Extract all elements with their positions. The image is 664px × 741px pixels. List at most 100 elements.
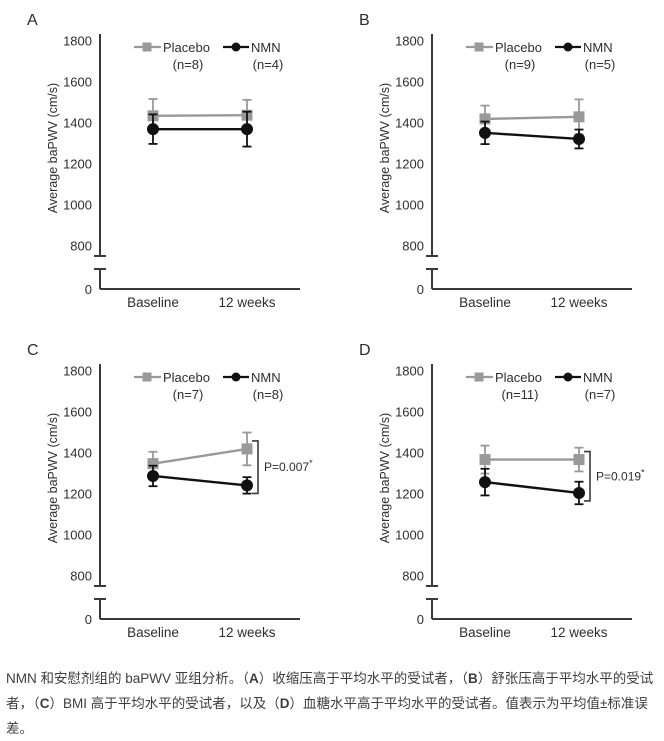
panel-letter: A <box>27 12 38 29</box>
series-line <box>152 114 248 118</box>
legend-n-label: (n=9) <box>505 57 536 72</box>
legend-n-label: (n=4) <box>253 57 284 72</box>
legend-circle-marker <box>563 42 573 52</box>
y-tick-label: 1000 <box>63 198 92 213</box>
nmn-marker <box>479 126 491 139</box>
panel-letter: C <box>27 342 39 359</box>
y-zero-label: 0 <box>417 282 424 297</box>
panel-c-chart: C 1800 1600 1400 1200 1000 800 0 Average baPWV (… <box>27 342 313 640</box>
x-tick-label: Baseline <box>459 295 511 310</box>
placebo-marker <box>479 113 491 125</box>
panel-letter: B <box>359 12 370 29</box>
y-zero-label: 0 <box>85 282 92 297</box>
legend-label: Placebo <box>163 370 210 385</box>
y-tick-label: 1200 <box>395 157 424 172</box>
y-tick-label: 1800 <box>63 34 92 49</box>
y-tick-label: 1600 <box>395 405 424 420</box>
y-tick-label: 1800 <box>63 364 92 379</box>
placebo-marker <box>479 454 491 466</box>
series-placebo <box>147 98 253 134</box>
placebo-marker <box>241 443 253 455</box>
series-placebo <box>147 431 253 477</box>
caption-text: NMN 和安慰剂组的 baPWV 亚组分析。（ <box>6 671 250 686</box>
series-line <box>484 115 580 121</box>
y-tick-label: 1600 <box>63 75 92 90</box>
legend-square-marker <box>142 372 152 382</box>
y-tick-label: 1200 <box>63 157 92 172</box>
y-tick-label: 800 <box>402 569 424 584</box>
legend-label: NMN <box>251 370 281 385</box>
y-tick-label: 1400 <box>63 116 92 131</box>
x-tick-label: Baseline <box>459 625 511 640</box>
series-nmn <box>147 464 253 495</box>
legend-n-label: (n=8) <box>173 57 204 72</box>
y-axis-title: Average baPWV (cm/s) <box>46 413 60 543</box>
legend-square-marker <box>474 42 484 52</box>
x-tick-label: 12 weeks <box>550 295 607 310</box>
nmn-marker <box>479 476 491 489</box>
nmn-marker <box>241 123 253 136</box>
x-tick-label: Baseline <box>127 625 179 640</box>
x-tick-label: 12 weeks <box>218 295 275 310</box>
legend-n-label: (n=8) <box>253 387 284 402</box>
legend-label: NMN <box>583 370 613 385</box>
panels-grid: A 1800 1600 1400 1200 1000 800 0 Average baPWV (… <box>0 0 664 660</box>
p-value-bracket <box>584 450 591 502</box>
p-value-label: P=0.019* <box>596 467 645 483</box>
p-value-label: P=0.007* <box>264 458 313 474</box>
series-line <box>484 131 580 141</box>
panel-a-chart: A 1800 1600 1400 1200 1000 800 0 Average baPWV (… <box>27 12 300 310</box>
y-axis-title: Average baPWV (cm/s) <box>378 83 392 213</box>
y-tick-label: 1600 <box>395 75 424 90</box>
series-line <box>152 447 248 465</box>
y-tick-label: 1400 <box>395 116 424 131</box>
placebo-marker <box>573 454 585 466</box>
legend-label: Placebo <box>495 40 542 55</box>
y-axis-title: Average baPWV (cm/s) <box>46 83 60 213</box>
caption-panel-ref: B <box>468 671 478 686</box>
nmn-marker <box>241 479 253 492</box>
panel-letter: D <box>359 342 371 359</box>
placebo-marker <box>573 111 585 123</box>
nmn-marker <box>573 132 585 145</box>
y-tick-label: 1400 <box>63 446 92 461</box>
caption-text: ）舒张压高于平均水平的受试者，（ <box>6 671 654 711</box>
legend-n-label: (n=7) <box>585 387 616 402</box>
x-tick-label: 12 weeks <box>218 625 275 640</box>
panel-b: B 1800 1600 1400 1200 1000 800 0 Average baPWV (… <box>332 0 664 330</box>
series-line <box>484 480 580 495</box>
p-value-bracket <box>252 440 259 495</box>
caption-text: ）BMI 高于平均水平的受试者，以及（ <box>49 696 280 711</box>
legend-square-marker <box>474 372 484 382</box>
panel-d: D 1800 1600 1400 1200 1000 800 0 Average baPWV (… <box>332 330 664 660</box>
series-placebo <box>479 98 585 136</box>
y-tick-label: 1400 <box>395 446 424 461</box>
nmn-marker <box>147 123 159 136</box>
y-tick-label: 1200 <box>63 487 92 502</box>
caption-panel-ref: D <box>279 696 290 711</box>
panel-a: A 1800 1600 1400 1200 1000 800 0 Average baPWV (… <box>0 0 332 330</box>
legend-label: NMN <box>251 40 281 55</box>
series-nmn <box>479 120 585 150</box>
y-axis-title: Average baPWV (cm/s) <box>378 413 392 543</box>
x-tick-label: 12 weeks <box>550 625 607 640</box>
panel-c: C 1800 1600 1400 1200 1000 800 0 Average baPWV (… <box>0 330 332 660</box>
y-tick-label: 1000 <box>63 528 92 543</box>
legend-circle-marker <box>231 372 241 382</box>
legend-n-label: (n=7) <box>173 387 204 402</box>
y-tick-label: 1600 <box>63 405 92 420</box>
series-line <box>152 474 248 487</box>
nmn-marker <box>573 486 585 499</box>
legend-square-marker <box>142 42 152 52</box>
y-zero-label: 0 <box>417 612 424 627</box>
panel-d-chart: D 1800 1600 1400 1200 1000 800 0 Average baPWV (… <box>359 342 645 640</box>
placebo-marker <box>147 458 159 470</box>
legend-n-label: (n=5) <box>585 57 616 72</box>
y-zero-label: 0 <box>85 612 92 627</box>
legend-label: NMN <box>583 40 613 55</box>
y-tick-label: 800 <box>70 569 92 584</box>
caption-panel-ref: A <box>249 671 259 686</box>
legend-label: Placebo <box>495 370 542 385</box>
y-tick-label: 1000 <box>395 528 424 543</box>
